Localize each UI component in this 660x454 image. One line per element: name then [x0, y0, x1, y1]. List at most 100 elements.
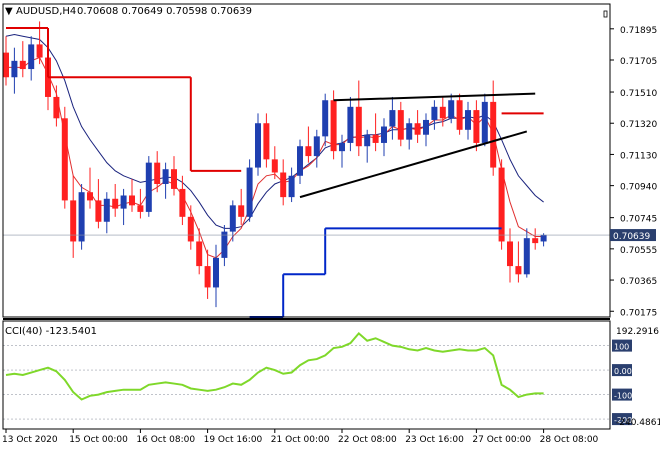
candle-body[interactable] [507, 241, 513, 267]
candle-body[interactable] [414, 123, 421, 135]
candle-body[interactable] [523, 238, 530, 275]
cci-max-label: 192.2916 [616, 327, 659, 337]
trend-line[interactable] [333, 92, 536, 102]
y-axis-tick-label: 0.70555 [620, 246, 657, 256]
candle-body[interactable] [95, 200, 102, 222]
candle-body[interactable] [490, 101, 497, 168]
ma-slow-line [5, 34, 544, 229]
candle-body[interactable] [271, 159, 278, 173]
candle-body[interactable] [305, 146, 312, 157]
candle-body[interactable] [297, 146, 303, 176]
cci-line [5, 331, 544, 401]
candle-body[interactable] [431, 106, 438, 120]
cci-level-label: 0.00 [614, 367, 632, 376]
candle-body[interactable] [19, 60, 26, 70]
candle-body[interactable] [120, 195, 127, 209]
current-price-tag [610, 229, 656, 242]
cci-label: CCI(40) -123.5401 [5, 326, 97, 337]
candle-body[interactable] [162, 169, 169, 184]
line-layer [3, 26, 610, 318]
candle-body[interactable] [145, 162, 152, 212]
candle-body[interactable] [397, 110, 404, 140]
candle-body[interactable] [347, 106, 354, 143]
indicator-layer [5, 331, 544, 401]
candle-body[interactable] [355, 106, 362, 147]
cci-level-label: -200 [614, 416, 632, 425]
y-axis-tick-label: 0.70175 [620, 308, 657, 318]
candle-body[interactable] [238, 205, 245, 217]
candle-body[interactable] [465, 110, 471, 130]
candle-body[interactable] [36, 44, 43, 58]
candle-body[interactable] [515, 266, 522, 275]
candle-body[interactable] [481, 101, 488, 143]
header-ohlc: 0.70608 0.70649 0.70598 0.70639 [77, 6, 252, 17]
candle-body[interactable] [28, 44, 35, 70]
candle-body[interactable] [204, 266, 211, 288]
candle-body[interactable] [103, 198, 110, 222]
x-axis-tick-label: 19 Oct 16:00 [204, 435, 263, 445]
candle-body[interactable] [3, 52, 9, 78]
candle-body[interactable] [389, 110, 396, 127]
candle-body[interactable] [213, 257, 219, 288]
candle-body[interactable] [129, 195, 135, 206]
candle-body[interactable] [322, 100, 329, 137]
candle-body[interactable] [540, 234, 547, 242]
candle-body[interactable] [498, 167, 505, 242]
cci-level-label: -100 [614, 392, 632, 401]
candle-body[interactable] [179, 188, 186, 217]
candle-body[interactable] [423, 119, 429, 135]
candle-body[interactable] [61, 118, 68, 201]
candle-body[interactable] [137, 205, 144, 212]
candle-body[interactable] [288, 175, 295, 198]
indicator-panel-frame [2, 320, 611, 430]
candle-body[interactable] [187, 216, 194, 242]
candle-body[interactable] [339, 142, 345, 152]
candle-body[interactable] [196, 241, 203, 267]
shift-marker-icon [603, 10, 608, 18]
candle-body[interactable] [439, 106, 446, 119]
candle-body[interactable] [171, 169, 177, 189]
candle-body[interactable] [456, 100, 463, 130]
candle-body[interactable] [70, 200, 77, 242]
axis-layer: 0.71895 0.71705 0.71510 0.71320 0.71130 0.709… [2, 3, 657, 445]
candle-body[interactable] [532, 238, 539, 244]
chart-collapse-icon[interactable]: ▼ [5, 6, 13, 17]
candle-body[interactable] [313, 136, 320, 157]
current-price-label: 0.70639 [613, 232, 650, 242]
cci-min-label: -240.4861 [616, 418, 660, 428]
candle-body[interactable] [364, 134, 371, 147]
candlestick-layer[interactable] [3, 21, 547, 308]
x-axis-tick-label: 15 Oct 00:00 [69, 435, 128, 445]
cci-level-tag [612, 339, 632, 352]
candle-body[interactable] [255, 123, 261, 168]
grid-layer [3, 345, 610, 420]
trend-line[interactable] [299, 130, 528, 199]
candle-body[interactable] [280, 172, 287, 198]
candle-body[interactable] [154, 162, 161, 184]
x-axis-tick-label: 16 Oct 08:00 [136, 435, 195, 445]
y-axis-tick-label: 0.71895 [620, 26, 657, 36]
candle-body[interactable] [448, 100, 455, 119]
candle-body[interactable] [53, 96, 60, 119]
y-axis-tick-label: 0.71130 [620, 151, 657, 161]
candle-body[interactable] [78, 192, 85, 242]
candle-body[interactable] [221, 231, 228, 258]
main-panel-frame [2, 3, 611, 318]
candle-body[interactable] [330, 100, 337, 152]
candle-body[interactable] [112, 198, 119, 209]
cci-level-tag [612, 388, 632, 401]
y-axis-tick-label: 0.71705 [620, 57, 657, 67]
candle-body[interactable] [381, 126, 387, 143]
candle-body[interactable] [11, 60, 18, 78]
candle-body[interactable] [246, 167, 253, 217]
cci-level-label: 100 [614, 343, 629, 352]
candle-body[interactable] [406, 123, 413, 140]
candle-body[interactable] [372, 134, 379, 143]
candle-body[interactable] [473, 110, 480, 143]
y-axis-tick-label: 0.70940 [620, 183, 657, 193]
candle-body[interactable] [87, 192, 93, 201]
candle-body[interactable] [229, 205, 236, 232]
candle-body[interactable] [263, 123, 270, 160]
